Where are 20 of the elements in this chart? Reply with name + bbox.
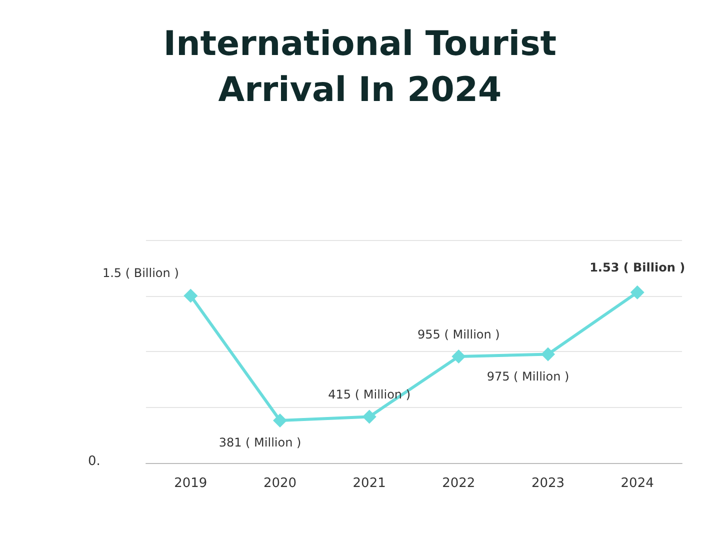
data-label: 415 ( Million ) — [328, 388, 411, 402]
chart-title: International Tourist Arrival In 2024 — [163, 24, 557, 110]
data-label: 975 ( Million ) — [486, 369, 570, 384]
point — [184, 288, 198, 303]
point — [630, 285, 644, 300]
point — [452, 350, 466, 364]
x-tick-label: 2023 — [531, 476, 565, 491]
data-label: 955 ( Million ) — [417, 328, 500, 342]
point — [362, 410, 376, 424]
x-tick-label: 2021 — [352, 476, 386, 491]
point — [273, 414, 287, 428]
x-tick-label: 2024 — [620, 476, 654, 491]
x-tick-label: 2019 — [174, 476, 208, 491]
data-label: 381 ( Million ) — [218, 436, 302, 450]
annotation: 1.5 ( Billion ) — [102, 266, 179, 280]
point — [541, 347, 555, 362]
x-tick-label: 2020 — [263, 476, 297, 491]
annotation: 1.53 ( Billion ) — [590, 260, 686, 274]
text: 0. — [88, 454, 100, 469]
x-tick-label: 2022 — [442, 476, 476, 491]
